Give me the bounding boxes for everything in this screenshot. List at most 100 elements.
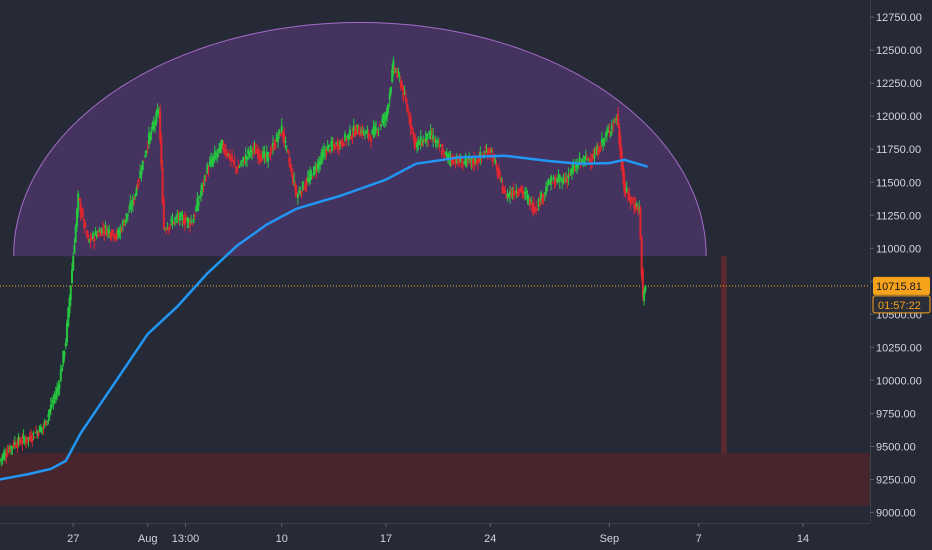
candle-body-up [248,153,251,156]
candle-body-down [102,228,105,230]
candle-body-up [51,403,54,405]
candle-body-down [624,189,627,194]
candle-body-up [577,164,580,167]
candle-body-up [317,161,320,167]
candle-body-down [329,149,332,153]
candle-body-up [108,230,111,233]
candle-body-down [78,198,81,200]
candle-body-up [373,125,376,136]
candle-body-up [209,158,212,166]
price-axis-label: 9250.00 [876,474,916,486]
candle-body-up [301,181,304,190]
candle-body-up [118,232,121,237]
candle-body-down [172,221,175,224]
candle-body-down [111,229,114,233]
candle-body-down [120,229,123,232]
candle-body-down [146,147,149,149]
candle-body-up [66,322,69,343]
candle-body-down [573,169,576,171]
candle-body-up [74,226,77,242]
candle-body-up [331,144,334,147]
candle-body-up [116,230,119,234]
candle-body-up [10,446,13,449]
time-axis-label: 17 [380,533,392,545]
candle-body-down [517,191,520,196]
candle-body-down [336,144,339,150]
time-axis-label: 24 [484,533,496,545]
candle-body-down [617,113,620,127]
candle-body-down [8,446,11,452]
candle-body-up [67,307,70,327]
candle-body-up [530,200,533,202]
candle-body-up [435,139,438,144]
candle-body-up [377,128,380,130]
candle-body-down [337,142,340,150]
candle-body-up [130,207,133,209]
candle-body-down [594,153,597,155]
candle-body-up [278,129,281,136]
candle-body-up [149,132,152,142]
candle-body-up [347,133,350,140]
candle-body-up [320,152,323,160]
candle-body-down [259,155,262,160]
candle-body-down [520,186,523,191]
candle-body-down [402,86,405,98]
candle-body-up [219,143,222,152]
candle-body-down [5,456,8,458]
candle-body-up [263,151,266,157]
candle-body-down [590,160,593,162]
candle-body-down [630,197,633,201]
candle-body-down [231,156,234,162]
candle-body-down [254,150,257,155]
candle-body-down [612,124,615,127]
candle-body-down [87,234,90,238]
candle-body-down [291,174,294,184]
candle-body-down [224,149,227,155]
price-axis-label: 12000.00 [876,111,922,123]
candle-body-up [474,157,477,163]
candle-body-up [54,394,57,400]
candle-body-down [531,203,534,212]
candle-body-down [30,435,33,441]
candle-body-up [444,151,447,153]
candle-body-down [495,163,498,166]
candle-body-down [90,237,93,239]
candle-body-up [129,202,132,209]
candle-body-up [388,92,391,100]
candle-body-down [113,234,116,239]
candle-body-down [295,191,298,196]
candle-body-down [586,157,589,160]
candle-body-down [489,148,492,153]
candle-body-down [519,188,522,192]
candle-body-down [475,161,478,165]
candle-body-up [419,136,422,146]
last-price-badge [873,276,930,295]
candle-body-down [304,183,307,188]
candle-body-up [561,178,564,183]
candle-body-up [121,220,124,226]
candle-body-up [556,177,559,183]
candle-body-up [206,164,209,174]
candle-body-up [316,162,319,170]
candle-body-down [361,129,364,136]
candle-body-down [169,224,172,226]
candle-body-down [501,185,504,194]
price-axis-label: 9500.00 [876,441,916,453]
candle-body-down [177,215,180,220]
candle-body-up [562,179,565,183]
candle-body-down [37,432,40,436]
candle-body-down [237,166,240,168]
candle-body-up [241,160,244,162]
candle-body-up [32,432,35,434]
candle-body-up [267,151,270,161]
candle-body-down [223,149,226,152]
candle-body-up [422,139,425,143]
candle-body-down [303,188,306,191]
candle-body-down [460,164,463,168]
candle-body-down [25,440,28,443]
candle-body-up [384,112,387,119]
candle-body-down [629,197,632,202]
candle-body-up [58,384,61,388]
candle-body-up [552,177,555,181]
